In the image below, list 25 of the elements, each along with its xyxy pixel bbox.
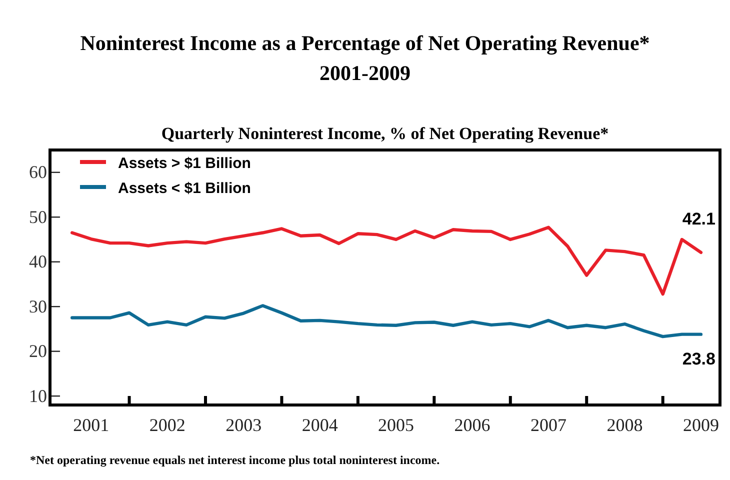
chart-subtitle: 2001-2009 <box>320 61 410 85</box>
annotation: 23.8 <box>682 349 716 368</box>
y-tick-label: 60 <box>29 162 47 182</box>
x-tick-label: 2005 <box>378 415 414 435</box>
x-tick-label: 2002 <box>149 415 186 435</box>
x-tick-label: 2001 <box>73 415 110 435</box>
y-tick-label: 30 <box>29 296 47 316</box>
y-tick-label: 10 <box>29 386 47 406</box>
y-tick-label: 20 <box>29 341 47 362</box>
annotation: 42.1 <box>682 209 716 228</box>
x-tick-label: 2009 <box>682 415 719 435</box>
x-tick-label: 2008 <box>606 415 643 435</box>
line-series <box>70 226 703 296</box>
y-tick-label: 50 <box>29 206 47 227</box>
x-tick-label: 2004 <box>302 415 338 435</box>
legend-label: Assets < $1 Billion <box>118 180 251 197</box>
x-tick-label: 2007 <box>530 415 566 435</box>
text: *Net operating revenue equals net interest income plus total noninterest income. <box>30 453 440 467</box>
text: Quarterly Noninterest Income, % of Net Operating Revenue* <box>161 124 609 143</box>
x-tick-label: 2003 <box>226 415 262 435</box>
x-tick-label: 2006 <box>454 415 490 435</box>
chart-title: Noninterest Income as a Percentage of Net Operating Revenue* <box>80 31 650 55</box>
line-series <box>70 304 703 338</box>
y-tick-label: 40 <box>29 252 47 272</box>
legend-label: Assets > $1 Billion <box>118 155 251 172</box>
